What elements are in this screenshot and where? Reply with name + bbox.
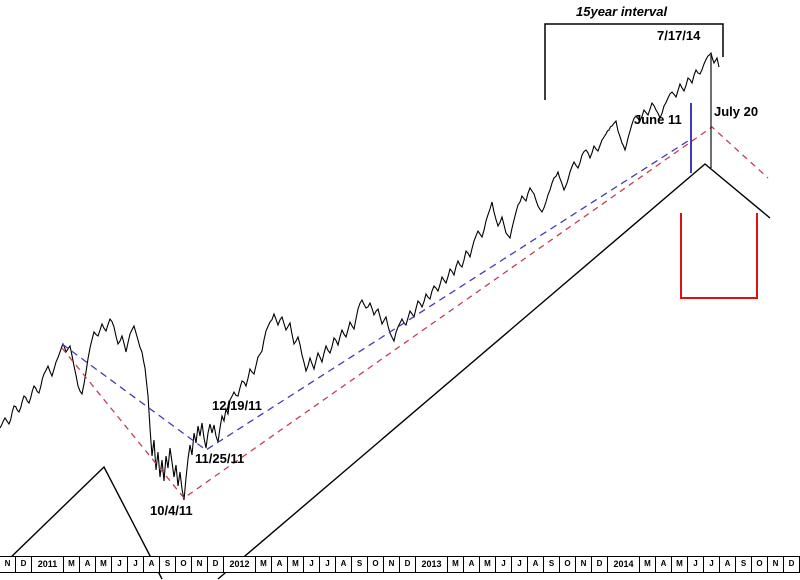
axis-year-2013: 2013 xyxy=(416,557,448,572)
axis-month-cell: A xyxy=(720,557,736,572)
axis-month-cell: S xyxy=(160,557,176,572)
axis-year-2014: 2014 xyxy=(608,557,640,572)
axis-month-cell: N xyxy=(0,557,16,572)
axis-month-cell: A xyxy=(144,557,160,572)
axis-month-cell: D xyxy=(208,557,224,572)
price-line xyxy=(0,51,720,501)
axis-month-cell: S xyxy=(544,557,560,572)
axis-month-cell: J xyxy=(496,557,512,572)
interval-bracket xyxy=(544,23,724,100)
axis-month-cell: J xyxy=(704,557,720,572)
axis-month-cell: M xyxy=(480,557,496,572)
axis-month-cell: M xyxy=(448,557,464,572)
axis-month-cell: D xyxy=(400,557,416,572)
axis-month-cell: A xyxy=(336,557,352,572)
axis-month-cell: M xyxy=(64,557,80,572)
projection-v-left xyxy=(7,465,163,580)
axis-year-2012: 2012 xyxy=(224,557,256,572)
axis-month-cell: A xyxy=(272,557,288,572)
axis-month-cell: S xyxy=(736,557,752,572)
axis-month-cell: O xyxy=(752,557,768,572)
axis-month-cell: M xyxy=(288,557,304,572)
axis-month-cell: M xyxy=(256,557,272,572)
red-measure-bracket xyxy=(680,213,758,299)
axis-month-cell: M xyxy=(640,557,656,572)
axis-month-cell: D xyxy=(784,557,800,572)
axis-month-cell: A xyxy=(80,557,96,572)
axis-month-cell: J xyxy=(112,557,128,572)
axis-month-cell: N xyxy=(192,557,208,572)
axis-month-cell: J xyxy=(512,557,528,572)
projection-v-main xyxy=(217,163,771,580)
axis-month-cell: J xyxy=(320,557,336,572)
axis-month-cell: M xyxy=(672,557,688,572)
axis-month-cell: D xyxy=(592,557,608,572)
axis-month-cell: N xyxy=(576,557,592,572)
axis-month-cell: A xyxy=(656,557,672,572)
x-axis: N D 2011 M A M J J A S O N D 2012 M A M J J A S O N D 2013 M A M J J A… xyxy=(0,556,800,573)
axis-month-cell: J xyxy=(128,557,144,572)
axis-month-cell: N xyxy=(384,557,400,572)
axis-month-cell: O xyxy=(368,557,384,572)
trend-blue-dashed xyxy=(61,138,692,451)
axis-month-cell: A xyxy=(464,557,480,572)
axis-month-cell: D xyxy=(16,557,32,572)
axis-month-cell: S xyxy=(352,557,368,572)
axis-year-2011: 2011 xyxy=(32,557,64,572)
axis-month-cell: J xyxy=(304,557,320,572)
axis-month-cell: M xyxy=(96,557,112,572)
axis-month-cell: O xyxy=(560,557,576,572)
axis-month-cell: N xyxy=(768,557,784,572)
axis-month-cell: O xyxy=(176,557,192,572)
axis-month-cell: A xyxy=(528,557,544,572)
axis-month-cell: J xyxy=(688,557,704,572)
